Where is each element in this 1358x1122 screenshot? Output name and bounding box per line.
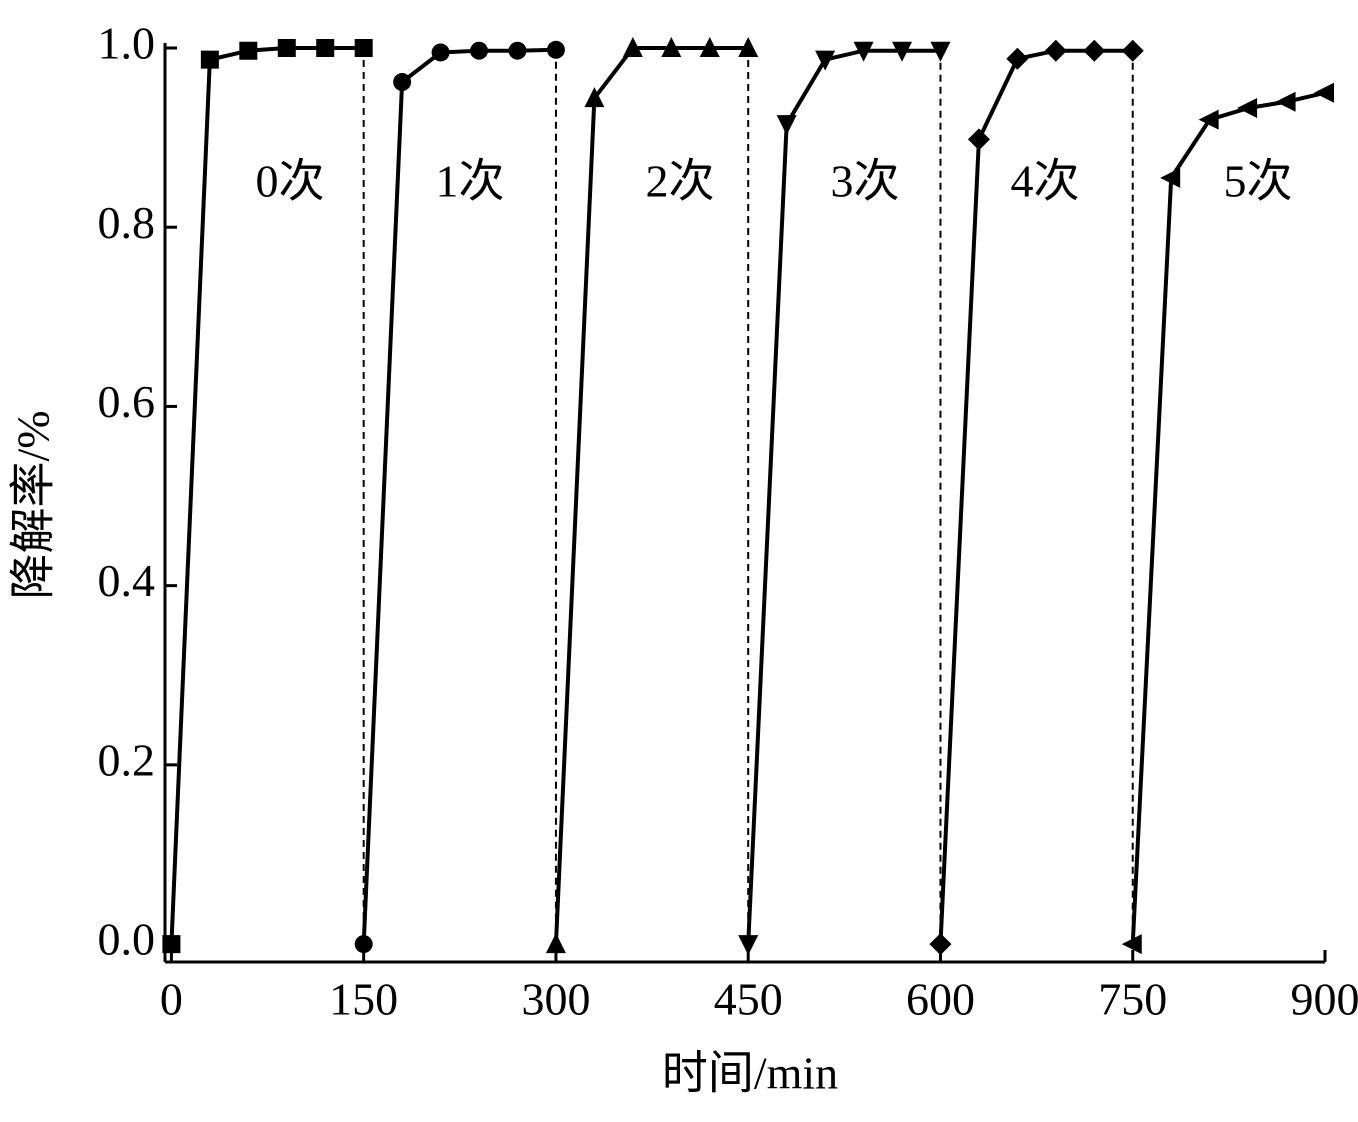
marker [1314,82,1334,103]
marker [892,41,913,62]
y-tick-label: 0.2 [98,734,156,785]
x-tick-label: 750 [1098,974,1167,1025]
marker [1160,167,1181,188]
cycle-label: 2次 [646,156,715,207]
series-line [553,46,749,945]
marker [967,128,990,151]
marker [738,37,759,57]
marker [1121,934,1142,955]
x-tick-label: 900 [1291,974,1358,1025]
x-tick-label: 450 [714,974,783,1025]
marker [277,39,296,57]
marker [738,935,759,956]
marker [393,73,412,92]
y-tick-label: 0.8 [98,197,156,248]
cycle-label: 3次 [831,156,900,207]
marker [776,115,797,136]
y-tick-label: 0.6 [98,376,156,427]
marker [1198,109,1219,130]
x-tick-label: 300 [521,974,590,1025]
marker [508,41,527,60]
series-line [1130,90,1326,945]
marker [239,41,258,60]
y-tick-label: 0.4 [98,555,156,606]
cycle-label: 0次 [256,156,325,207]
marker [431,43,450,62]
x-tick-label: 0 [160,974,183,1025]
marker [545,933,566,954]
y-tick-label: 1.0 [98,18,156,69]
cycle-label: 4次 [1011,156,1080,207]
marker [584,87,605,108]
marker [699,37,720,57]
marker [1006,47,1029,70]
marker [162,935,181,954]
x-tick-label: 600 [906,974,975,1025]
marker [470,41,489,60]
cycle-label: 5次 [1224,156,1293,207]
marker [200,50,219,69]
x-axis-title: 时间/min [662,1048,838,1099]
marker [622,37,643,57]
y-axis-title: 降解率/% [8,410,59,599]
marker [1275,91,1296,112]
y-tick-label: 0.0 [98,914,156,965]
marker [354,935,373,954]
marker [1044,39,1067,62]
marker [815,50,836,71]
marker [853,41,874,62]
series-line [746,48,941,945]
marker [929,933,952,956]
marker [1237,98,1258,119]
marker [1083,39,1106,62]
x-tick-label: 150 [329,974,398,1025]
marker [661,37,682,57]
marker [316,39,335,57]
cycle-label: 1次 [436,156,505,207]
